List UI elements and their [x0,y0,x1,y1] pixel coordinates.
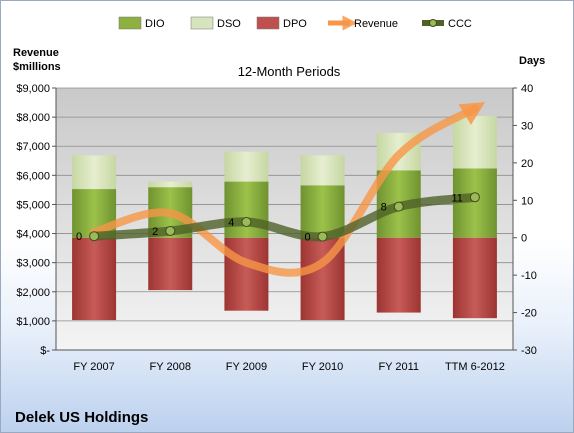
ccc-point [89,231,100,242]
legend-item-revenue: Revenue [328,15,398,31]
bars [72,116,497,321]
left-tick-label: $4,000 [16,229,50,241]
bar-dso [224,151,269,182]
ccc-data-label: 0 [76,231,82,243]
ccc-point [317,231,328,242]
bar-dpo [452,237,497,319]
left-tick-label: $6,000 [16,170,50,182]
left-axis-title-line1: Revenue [13,47,59,59]
bar-dso [148,181,193,188]
legend-label: DPO [283,18,307,30]
bar-dpo [376,237,421,313]
chart-subtitle: 12-Month Periods [238,64,341,79]
ccc-data-label: 8 [381,202,387,214]
bar-dpo [148,237,193,291]
right-tick-label: -10 [521,270,537,282]
ccc-data-label: 11 [451,192,462,204]
legend-item-dso: DSO [190,16,241,30]
x-tick-label: FY 2010 [302,361,343,373]
ccc-point [393,201,404,212]
ccc-data-label: 2 [152,226,158,238]
legend-swatch-dio [118,16,142,30]
right-tick-label: 20 [521,158,533,170]
left-tick-label: $2,000 [16,287,50,299]
bar-dpo [224,237,269,311]
legend-label: DSO [217,18,241,30]
right-tick-label: 30 [521,120,533,132]
x-tick-label: FY 2008 [150,361,191,373]
bar-dso [72,155,117,190]
legend-swatch-dpo [256,16,280,30]
right-tick-label: -30 [521,345,537,357]
ccc-data-label: 0 [304,232,310,244]
left-tick-label: $5,000 [16,199,50,211]
legend-label: Revenue [354,18,398,30]
legend-item-dpo: DPO [256,16,307,30]
company-name: Delek US Holdings [15,409,148,426]
bar-dpo [72,237,117,321]
left-tick-label: $3,000 [16,258,50,270]
bar-dso [300,155,345,186]
right-tick-label: 40 [521,83,533,95]
bar-dio [452,168,497,238]
right-tick-label: 10 [521,195,533,207]
x-tick-label: FY 2009 [226,361,267,373]
left-tick-label: $9,000 [16,83,50,95]
right-axis-title: Days [519,55,545,67]
left-axis-title-line2: $millions [13,61,61,73]
legend-label: CCC [448,18,472,30]
ccc-point [165,225,176,236]
legend-item-dio: DIO [118,16,165,30]
x-tick-label: FY 2011 [378,361,419,373]
legend: DIO DSO DPO Revenue CCC [118,15,472,31]
ccc-data-label: 4 [228,217,234,229]
axes: $- $1,000 $2,000 $3,000 $4,000 $5,000 $6,000 $7… [16,83,537,373]
legend-swatch-dso [190,16,214,30]
left-tick-label: $- [40,345,50,357]
ccc-point [241,216,252,227]
left-tick-label: $8,000 [16,112,50,124]
x-tick-label: TTM 6-2012 [445,361,505,373]
lines: 0 2 4 0 8 11 [76,102,486,277]
x-tick-label: FY 2007 [73,361,114,373]
revenue-line [90,102,486,277]
legend-label: DIO [145,18,165,30]
bar-dso [452,116,497,169]
left-tick-label: $7,000 [16,141,50,153]
legend-item-ccc: CCC [422,18,472,30]
ccc-point [469,192,480,203]
legend-marker-ccc [429,19,437,27]
bar-dio [224,181,269,238]
right-tick-label: -20 [521,308,537,320]
left-tick-label: $1,000 [16,316,50,328]
right-tick-label: 0 [521,233,527,245]
